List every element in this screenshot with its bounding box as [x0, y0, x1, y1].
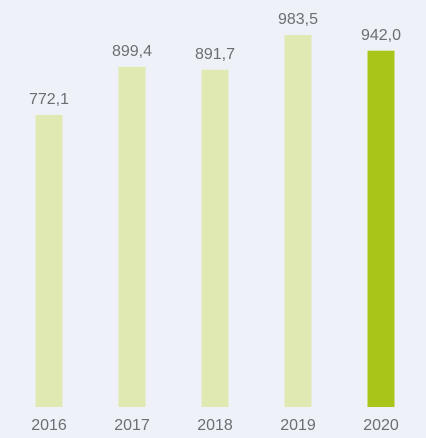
x-tick-label: 2016 [31, 417, 67, 434]
value-label: 942,0 [361, 27, 401, 44]
bar [35, 114, 63, 407]
bar [118, 66, 146, 408]
x-tick-label: 2018 [197, 417, 233, 434]
x-tick-label: 2017 [114, 417, 150, 434]
bar [367, 50, 395, 408]
value-label: 899,4 [112, 43, 152, 60]
bar [284, 35, 312, 407]
bar [201, 69, 229, 407]
value-label: 772,1 [29, 91, 69, 108]
x-tick-label: 2020 [363, 417, 399, 434]
value-label: 891,7 [195, 46, 235, 63]
x-tick-label: 2019 [280, 417, 316, 434]
value-label: 983,5 [278, 11, 318, 28]
